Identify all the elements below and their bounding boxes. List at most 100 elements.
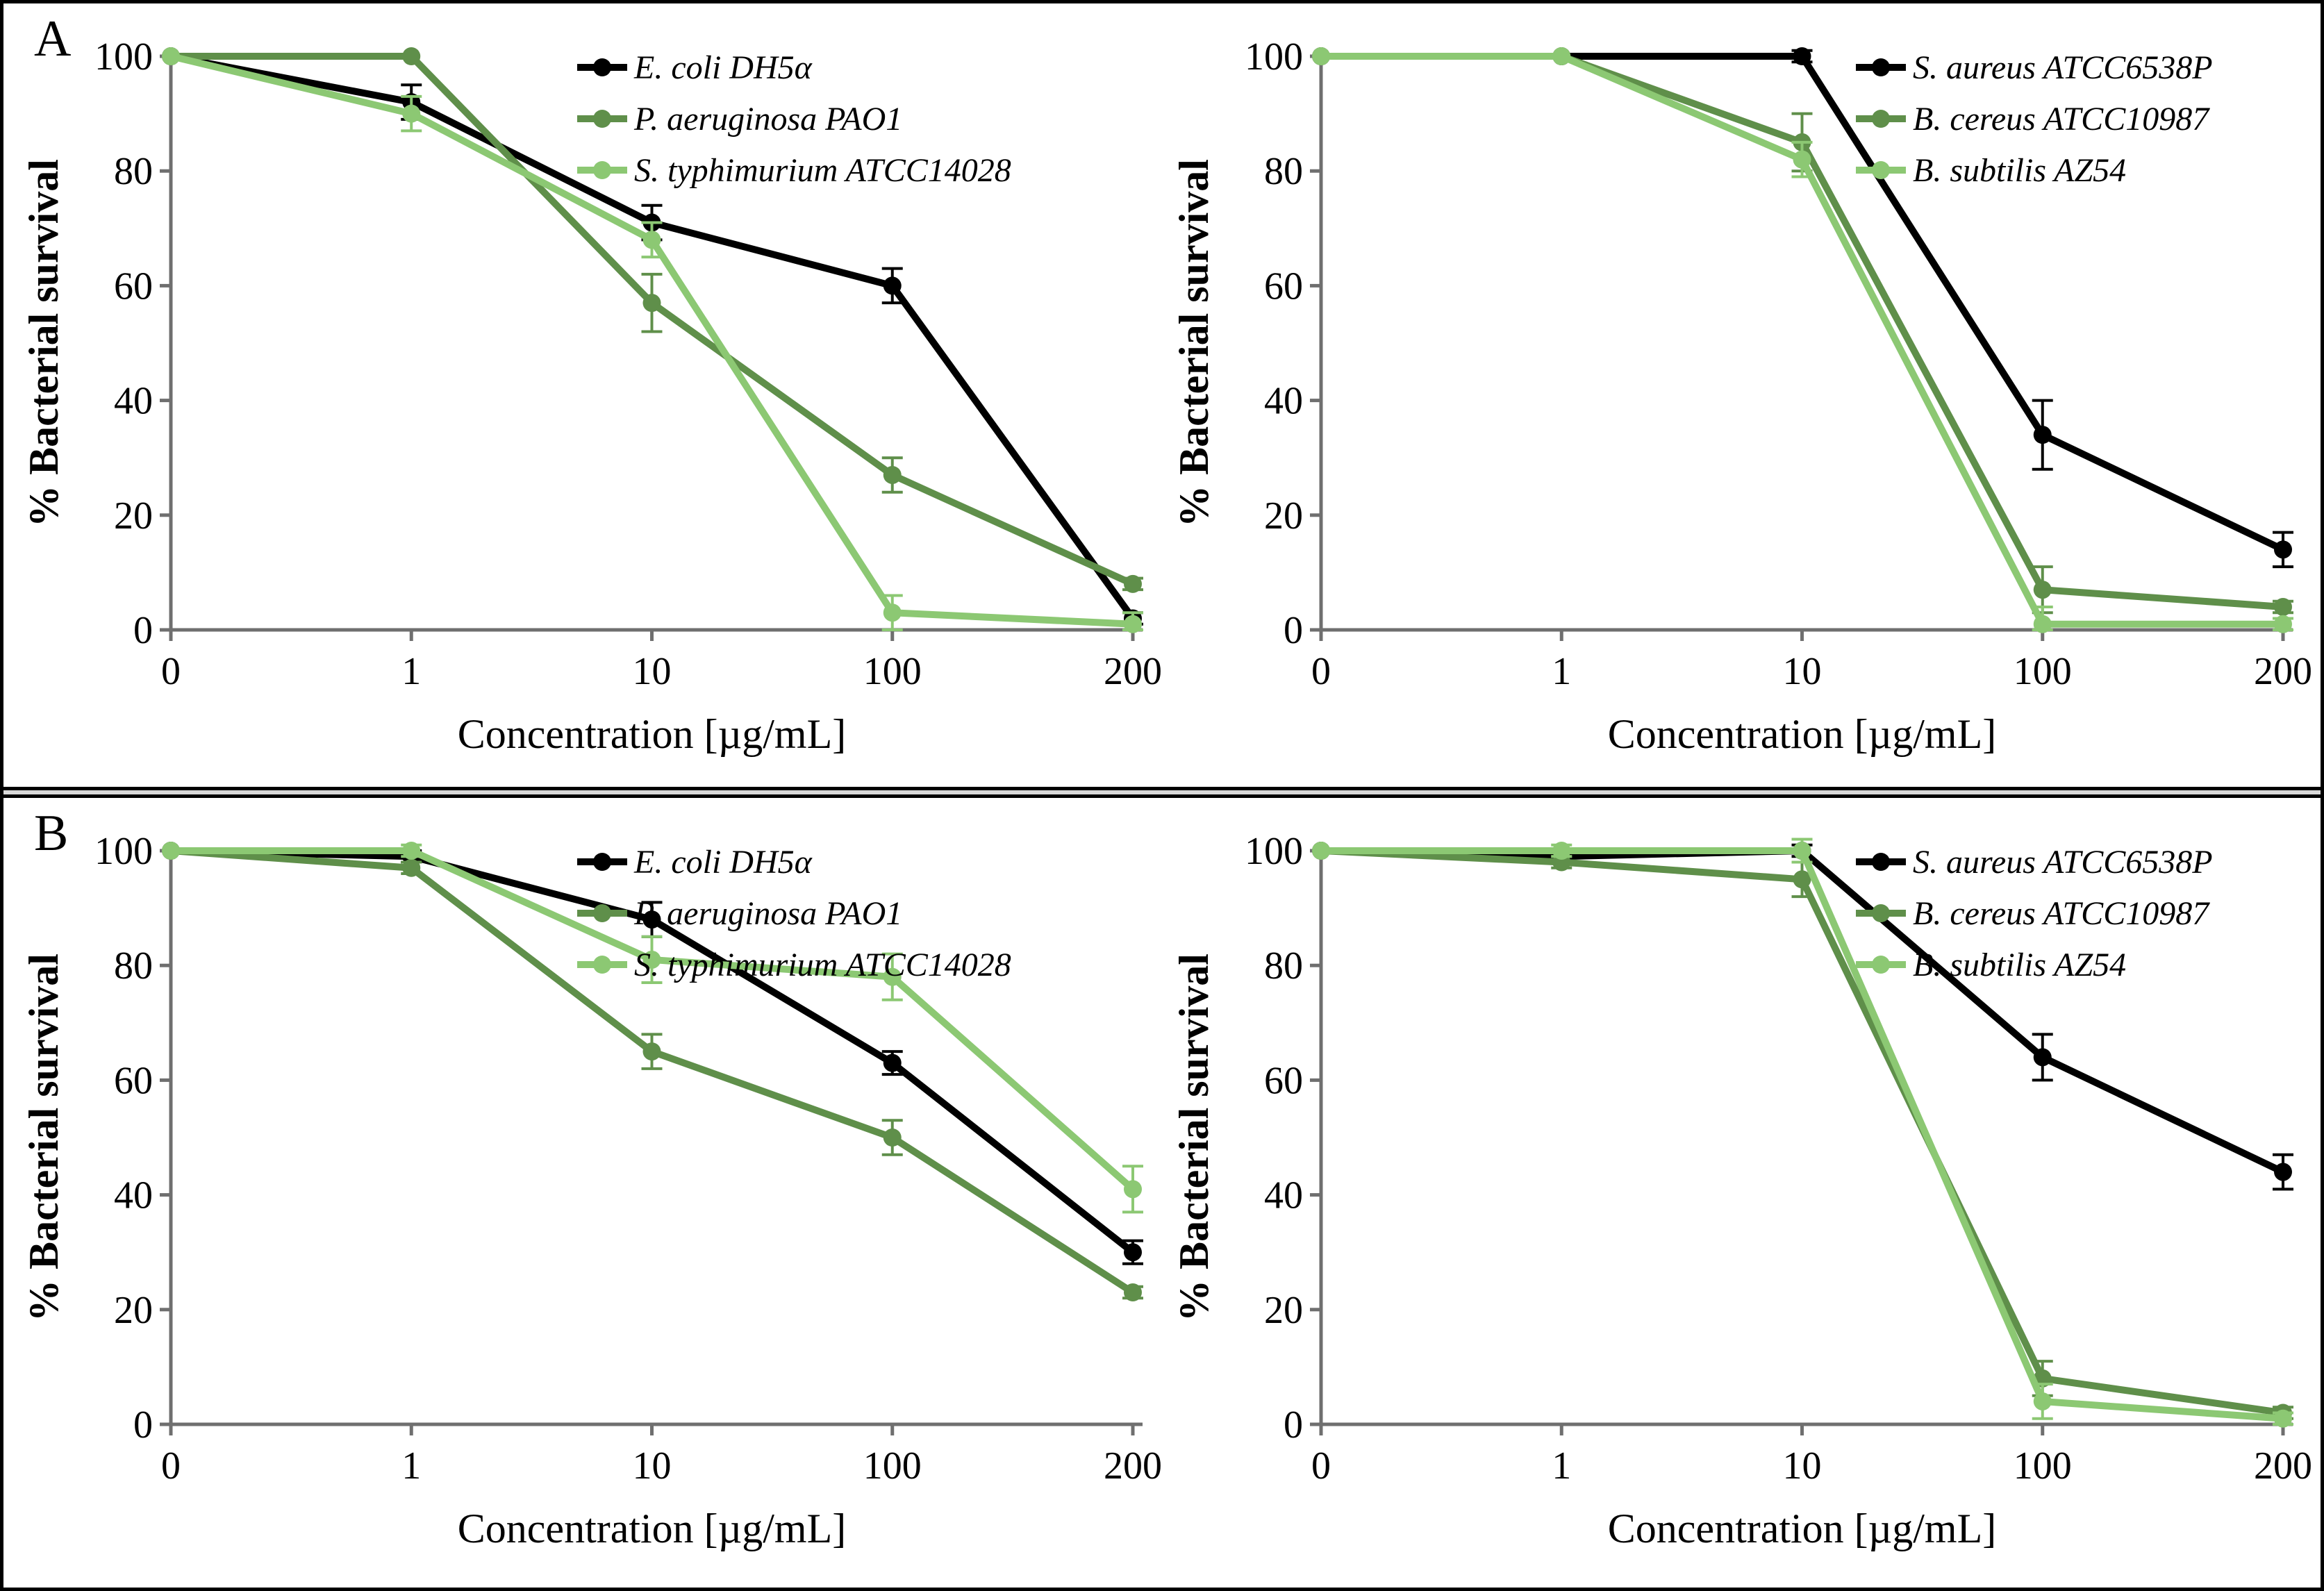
legend-label: S. typhimurium ATCC14028 xyxy=(634,947,1011,983)
legend-item-2: S. typhimurium ATCC14028 xyxy=(577,152,1011,189)
y-tick-label: 0 xyxy=(1284,1403,1303,1447)
chart-a-gram-positive: 0 20 40 60 80 100 0 1 10 100 200 % Bacterial surviv… xyxy=(1172,13,2311,763)
series-marker-2 xyxy=(2274,615,2292,633)
y-tick-label: 40 xyxy=(114,380,153,423)
x-tick-label: 100 xyxy=(2014,1444,2072,1488)
series-marker-1 xyxy=(2274,597,2292,616)
series-marker-1 xyxy=(642,1042,661,1061)
series-marker-1 xyxy=(2033,581,2052,599)
y-axis-title: % Bacterial survival xyxy=(1172,159,1217,527)
legend-marker-dot xyxy=(1872,904,1890,922)
series-line-2 xyxy=(167,53,1136,628)
legend-label: S. aureus ATCC6538P xyxy=(1913,49,2213,86)
legend-item-2: B. subtilis AZ54 xyxy=(1856,947,2126,983)
series-marker-1 xyxy=(1124,1283,1142,1302)
legend-label: S. aureus ATCC6538P xyxy=(1913,844,2213,881)
x-tick-label: 200 xyxy=(2254,1444,2311,1488)
legend-marker-dot xyxy=(1872,853,1890,871)
y-tick-label: 40 xyxy=(114,1174,153,1217)
x-axis-title: Concentration [µg/mL] xyxy=(458,1506,846,1551)
series-marker-2 xyxy=(1552,842,1571,860)
x-axis-title: Concentration [µg/mL] xyxy=(458,711,846,757)
x-tick-label: 1 xyxy=(1552,650,1571,693)
panel-a: A 0 20 40 60 80 100 0 1 1 0 100 200 % Bacterial surv… xyxy=(3,3,2321,787)
legend-marker-dot xyxy=(1872,161,1890,179)
y-tick-label: 60 xyxy=(114,1059,153,1102)
x-tick-label: 100 xyxy=(2014,650,2072,693)
series-marker-0 xyxy=(2033,426,2052,444)
y-tick-label: 20 xyxy=(1264,494,1303,538)
legend-marker-dot xyxy=(1872,956,1890,974)
legend-item-0: S. aureus ATCC6538P xyxy=(1856,844,2213,881)
series-marker-2 xyxy=(883,967,902,986)
legend-label: B. cereus ATCC10987 xyxy=(1913,895,2210,932)
y-tick-label: 80 xyxy=(1264,944,1303,988)
x-axis-title: Concentration [µg/mL] xyxy=(1608,711,1996,757)
series-marker-1 xyxy=(402,47,421,65)
series-marker-2 xyxy=(402,104,421,123)
x-tick-label: 100 xyxy=(863,1444,922,1488)
x-tick-label: 200 xyxy=(2254,650,2311,693)
chart-A-left-svg: 0 20 40 60 80 100 0 1 10 100 200 % Bacterial surviv… xyxy=(22,35,1161,757)
series-marker-2 xyxy=(162,47,180,65)
chart-A-right-svg: 0 20 40 60 80 100 0 1 10 100 200 % Bacterial surviv… xyxy=(1172,35,2311,757)
x-tick-label: 10 xyxy=(633,1444,672,1488)
y-tick-label: 20 xyxy=(114,494,153,538)
series-marker-1 xyxy=(402,858,421,877)
panel-a-charts-row: 0 20 40 60 80 100 0 1 1 0 100 200 % Bacterial surviv… xyxy=(3,3,2321,763)
x-tick-label: 1 xyxy=(1552,1444,1571,1488)
series-marker-0 xyxy=(2274,1163,2292,1181)
y-axis-title: % Bacterial survival xyxy=(22,953,67,1322)
series-line-0 xyxy=(167,53,1136,622)
series-marker-1 xyxy=(1793,870,1811,889)
y-tick-label: 60 xyxy=(1264,1059,1303,1102)
x-tick-label: 1 xyxy=(401,650,421,693)
y-tick-label: 60 xyxy=(114,265,153,308)
chart-b-gram-negative: 0 20 40 60 80 100 0 1 10 100 200 % Bacterial surviv… xyxy=(22,808,1161,1558)
y-axis-title: % Bacterial survival xyxy=(22,159,67,527)
y-tick-label: 100 xyxy=(1245,35,1303,78)
x-tick-label: 1 xyxy=(401,1444,421,1488)
series-marker-2 xyxy=(1312,47,1330,65)
series-marker-0 xyxy=(2274,540,2292,559)
panel-a-label: A xyxy=(34,10,72,67)
y-tick-label: 100 xyxy=(1245,830,1303,873)
series-line-2 xyxy=(1318,847,2286,1422)
series-marker-1 xyxy=(1124,574,1142,593)
legend-marker-dot xyxy=(1872,110,1890,128)
x-tick-label: 0 xyxy=(161,650,181,693)
legend-label: B. subtilis AZ54 xyxy=(1913,152,2126,189)
chart-B-right-svg: 0 20 40 60 80 100 0 1 10 100 200 % Bacterial surviv… xyxy=(1172,830,2311,1551)
x-tick-label: 200 xyxy=(1104,1444,1161,1488)
legend-marker-dot xyxy=(593,904,611,922)
series-marker-2 xyxy=(402,842,421,860)
series-marker-2 xyxy=(642,950,661,969)
series-marker-0 xyxy=(1793,47,1811,65)
legend-marker-dot xyxy=(1872,58,1890,76)
y-tick-label: 100 xyxy=(94,35,153,78)
y-tick-label: 0 xyxy=(1284,609,1303,652)
series-marker-0 xyxy=(642,910,661,929)
panel-b-label: B xyxy=(34,805,69,862)
legend-item-2: S. typhimurium ATCC14028 xyxy=(577,947,1011,983)
legend-item-1: B. cereus ATCC10987 xyxy=(1856,895,2210,932)
series-marker-2 xyxy=(2033,615,2052,633)
series-marker-2 xyxy=(2033,1392,2052,1410)
y-tick-label: 80 xyxy=(114,944,153,988)
series-line-1 xyxy=(1318,847,2286,1417)
y-tick-label: 80 xyxy=(114,150,153,193)
legend-item-1: P. aeruginosa PAO1 xyxy=(577,101,902,138)
legend-label: E. coli DH5α xyxy=(633,49,813,86)
legend-label: E. coli DH5α xyxy=(633,844,813,881)
legend-marker-dot xyxy=(593,110,611,128)
series-marker-2 xyxy=(1124,1180,1142,1199)
chart-a-gram-negative: 0 20 40 60 80 100 0 1 10 100 200 % Bacterial surviv… xyxy=(22,13,1161,763)
x-tick-label: 10 xyxy=(1783,1444,1822,1488)
series-marker-2 xyxy=(162,842,180,860)
y-tick-label: 0 xyxy=(133,609,153,652)
panel-divider xyxy=(3,787,2321,798)
legend-marker-dot xyxy=(593,956,611,974)
x-tick-label: 200 xyxy=(1104,650,1161,693)
legend-label: S. typhimurium ATCC14028 xyxy=(634,152,1011,189)
